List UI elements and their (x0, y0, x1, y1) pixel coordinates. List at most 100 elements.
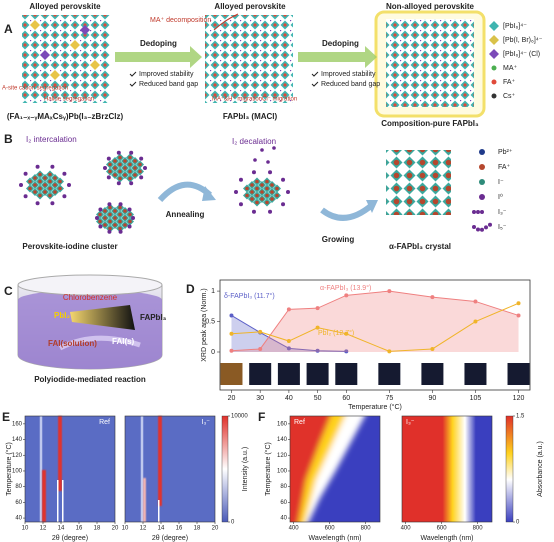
cluster-cation (255, 179, 259, 184)
cluster-iodine (129, 150, 134, 155)
cluster-cation (123, 223, 127, 227)
cluster-iodine (62, 171, 67, 176)
colorbar-title: Intensity (a.u.) (242, 447, 249, 491)
cluster-cation (108, 205, 112, 210)
cluster-iodine (129, 181, 134, 186)
cluster-iodine (107, 202, 112, 207)
x-tick-label: 75 (385, 395, 393, 402)
cluster-cation (250, 183, 254, 187)
cluster-cation (265, 200, 269, 205)
panel-label: F (258, 410, 265, 424)
cluster-cation (33, 176, 37, 180)
sample-photo (277, 363, 300, 385)
check-icon (311, 81, 319, 87)
panel-b: B I₂ intercalation I₂ decalation Anneali… (4, 132, 513, 251)
y-axis-title: Temperature (°C) (5, 442, 13, 496)
data-point (473, 299, 478, 304)
crystal (386, 150, 451, 215)
y-tick-label: 120 (277, 453, 288, 459)
legend-symbol (472, 225, 476, 229)
cluster-cation (138, 169, 142, 174)
legend-symbol (489, 35, 499, 45)
sample-photo (421, 363, 444, 385)
cluster-iodine (103, 166, 107, 170)
cluster-cation (28, 179, 32, 184)
cluster-cation (128, 219, 132, 224)
x-tick-label: 20 (112, 526, 119, 532)
cluster-cation (33, 190, 37, 194)
cluster-cation (265, 186, 269, 191)
cluster-cation (38, 186, 42, 191)
species: FAI(s) (112, 337, 135, 346)
x-tick-label: 20 (228, 395, 236, 402)
cluster-cation (133, 159, 137, 163)
cluster-cation (245, 193, 249, 198)
cluster-cation (123, 209, 127, 213)
cluster-cation (123, 159, 127, 163)
legend-label: Cs⁺ (503, 93, 516, 100)
arrow (298, 46, 377, 68)
cluster-cation (43, 176, 47, 180)
cluster-iodine (118, 229, 123, 234)
cluster-iodine (251, 209, 256, 214)
cluster-iodine (281, 177, 286, 182)
cluster-cation (123, 216, 127, 220)
data-point (229, 331, 234, 336)
x-tick-label: 10 (22, 526, 29, 532)
panel-label: C (4, 284, 13, 298)
alloy-sites (30, 20, 100, 80)
legend-label: I₃⁻ (498, 209, 507, 216)
sample-photo (464, 363, 487, 385)
cluster-iodine (143, 166, 147, 170)
caption: Perovskite-iodine cluster (22, 242, 117, 251)
legend-label: MA⁺ (503, 65, 518, 72)
x-axis-title: Wavelength (nm) (420, 535, 473, 542)
panel-c: C Chlorobenzene PbI₂ FAPbI₃ FAI(solution… (4, 274, 167, 384)
reaction-arrow (70, 305, 135, 330)
y-tick-label: 120 (12, 453, 23, 459)
cluster-cation (255, 193, 259, 198)
annotation: MA⁺&H⁺ migration (212, 96, 262, 103)
data-point (387, 349, 392, 354)
step-item: Improved stability (139, 71, 194, 78)
panel-label: B (4, 132, 13, 146)
cluster-cation (103, 209, 107, 213)
legend-symbol (484, 225, 488, 230)
legend-symbol (479, 179, 485, 185)
data-point (229, 348, 234, 353)
flow (58, 335, 141, 351)
data-point (344, 349, 349, 354)
cluster-iodine (35, 164, 40, 169)
y-tick-label: 40 (280, 516, 287, 522)
cluster-cation (38, 172, 42, 177)
cluster-iodine (118, 202, 123, 207)
map-title: I₃⁻ (406, 419, 415, 426)
cluster-cation (103, 216, 107, 220)
cluster-cation (128, 155, 132, 160)
cluster-cation (48, 186, 52, 191)
annotation: Halide segregation (44, 97, 94, 103)
cluster-cation (265, 193, 269, 198)
x-axis-title: Wavelength (nm) (308, 535, 361, 542)
data-point (315, 306, 320, 311)
panel-a: A Alloyed perovskite Alloyed perovskite … (2, 2, 543, 128)
data-point (286, 307, 291, 312)
y-tick-label: 80 (15, 484, 22, 490)
annotation: Cl⁻ migration (262, 97, 297, 103)
step-item: Reduced band gap (139, 81, 198, 88)
data-point (229, 313, 234, 318)
legend-symbol (476, 227, 480, 232)
cluster-iodine (106, 175, 111, 180)
cluster-iodine (268, 209, 273, 214)
panel-d: D XRD peak area (Norm.) Temperature (°C)… (186, 279, 531, 411)
cluster-iodine (127, 207, 132, 212)
cluster-cation (260, 183, 264, 187)
cluster-cation (53, 176, 57, 180)
cluster-iodine (251, 170, 256, 175)
x-tick-label: 16 (176, 526, 183, 532)
colorbar (505, 415, 514, 523)
data-point (286, 339, 291, 344)
cluster-cation (128, 169, 132, 174)
cluster-cation (38, 179, 42, 184)
